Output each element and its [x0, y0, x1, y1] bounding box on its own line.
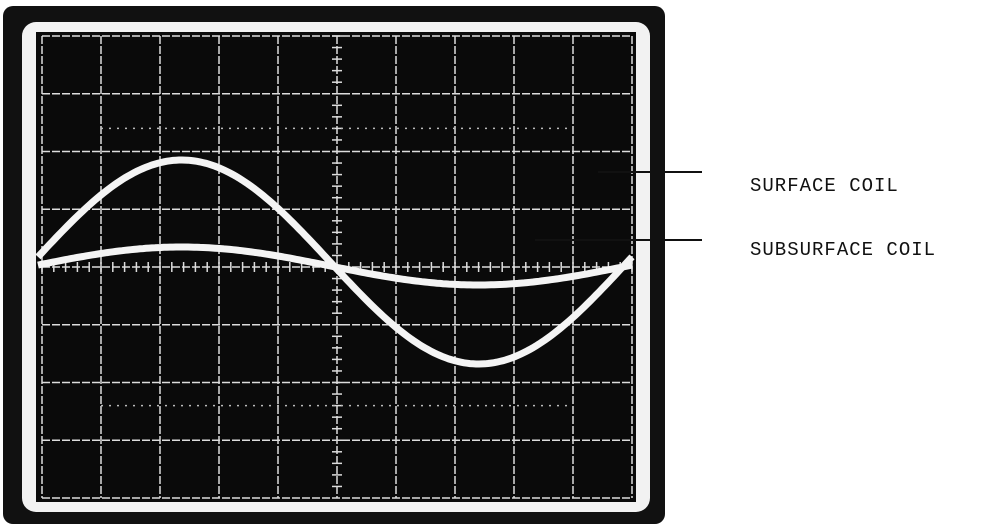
page: SURFACE COIL SUBSURFACE COIL (() => { co…	[0, 0, 996, 527]
label-surface: SURFACE COIL	[750, 175, 899, 197]
figure: SURFACE COIL SUBSURFACE COIL	[0, 0, 996, 527]
label-subsurface: SUBSURFACE COIL	[750, 239, 936, 261]
